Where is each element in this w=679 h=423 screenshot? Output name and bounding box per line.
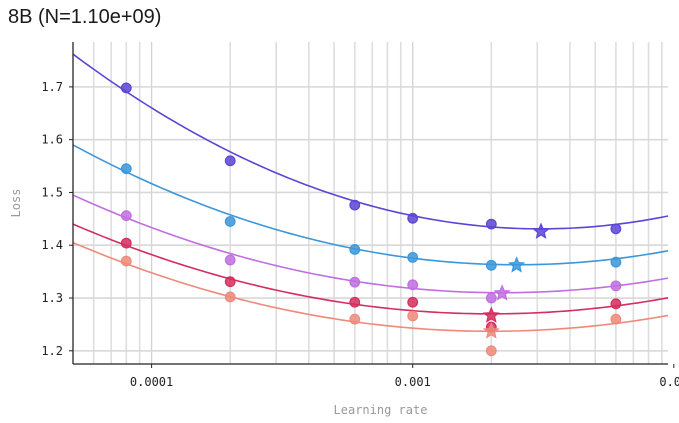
data-point bbox=[485, 218, 497, 230]
y-tick-label: 1.2 bbox=[41, 344, 63, 358]
data-point bbox=[120, 82, 132, 94]
data-point bbox=[120, 210, 132, 222]
data-point bbox=[120, 163, 132, 175]
data-point bbox=[610, 223, 622, 235]
y-tick-label: 1.7 bbox=[41, 80, 63, 94]
optimum-star bbox=[532, 222, 550, 239]
data-point bbox=[224, 254, 236, 266]
data-points bbox=[120, 82, 622, 357]
data-point bbox=[485, 292, 497, 304]
y-tick-label: 1.4 bbox=[41, 238, 63, 252]
fit-curves bbox=[72, 53, 669, 333]
data-point bbox=[120, 255, 132, 267]
data-point bbox=[610, 313, 622, 325]
data-point bbox=[485, 345, 497, 357]
optimum-star bbox=[482, 306, 500, 323]
data-point bbox=[407, 251, 419, 263]
data-point bbox=[407, 296, 419, 308]
y-tick-label: 1.3 bbox=[41, 291, 63, 305]
data-point bbox=[224, 216, 236, 227]
tick-labels: 1.2 1.3 1.4 1.5 1.6 1.7 0.0001 0.001 0.01 bbox=[41, 80, 679, 389]
data-point bbox=[407, 279, 419, 291]
data-point bbox=[349, 313, 361, 325]
x-tick-label: 0.01 bbox=[659, 375, 679, 389]
data-point bbox=[224, 155, 236, 167]
chart-title: 8B (N=1.10e+09) bbox=[8, 6, 162, 28]
y-tick-label: 1.6 bbox=[41, 133, 63, 147]
grid bbox=[72, 42, 668, 364]
data-point bbox=[224, 291, 236, 303]
fit-curve bbox=[72, 144, 669, 266]
fit-curve bbox=[72, 194, 669, 294]
optimum-star bbox=[507, 256, 526, 273]
data-point bbox=[610, 280, 622, 292]
data-point bbox=[120, 237, 132, 249]
data-point bbox=[610, 298, 622, 310]
y-axis-label: Loss bbox=[9, 189, 23, 218]
fit-curve bbox=[72, 241, 669, 333]
x-axis-label: Learning rate bbox=[334, 403, 428, 417]
data-point bbox=[224, 276, 236, 288]
axes bbox=[72, 42, 668, 365]
data-point bbox=[610, 256, 622, 268]
data-point bbox=[485, 259, 497, 271]
fit-curve bbox=[72, 53, 669, 230]
x-tick-label: 0.001 bbox=[395, 375, 431, 389]
optimum-star bbox=[493, 284, 511, 301]
data-point bbox=[349, 244, 361, 255]
y-tick-label: 1.5 bbox=[41, 185, 63, 199]
data-point bbox=[349, 296, 361, 308]
data-point bbox=[349, 199, 361, 211]
data-point bbox=[349, 276, 361, 288]
optimum-star bbox=[482, 322, 500, 339]
data-point bbox=[407, 310, 419, 322]
x-tick-label: 0.0001 bbox=[130, 375, 173, 389]
data-point bbox=[407, 212, 419, 224]
fit-curve bbox=[72, 223, 669, 315]
